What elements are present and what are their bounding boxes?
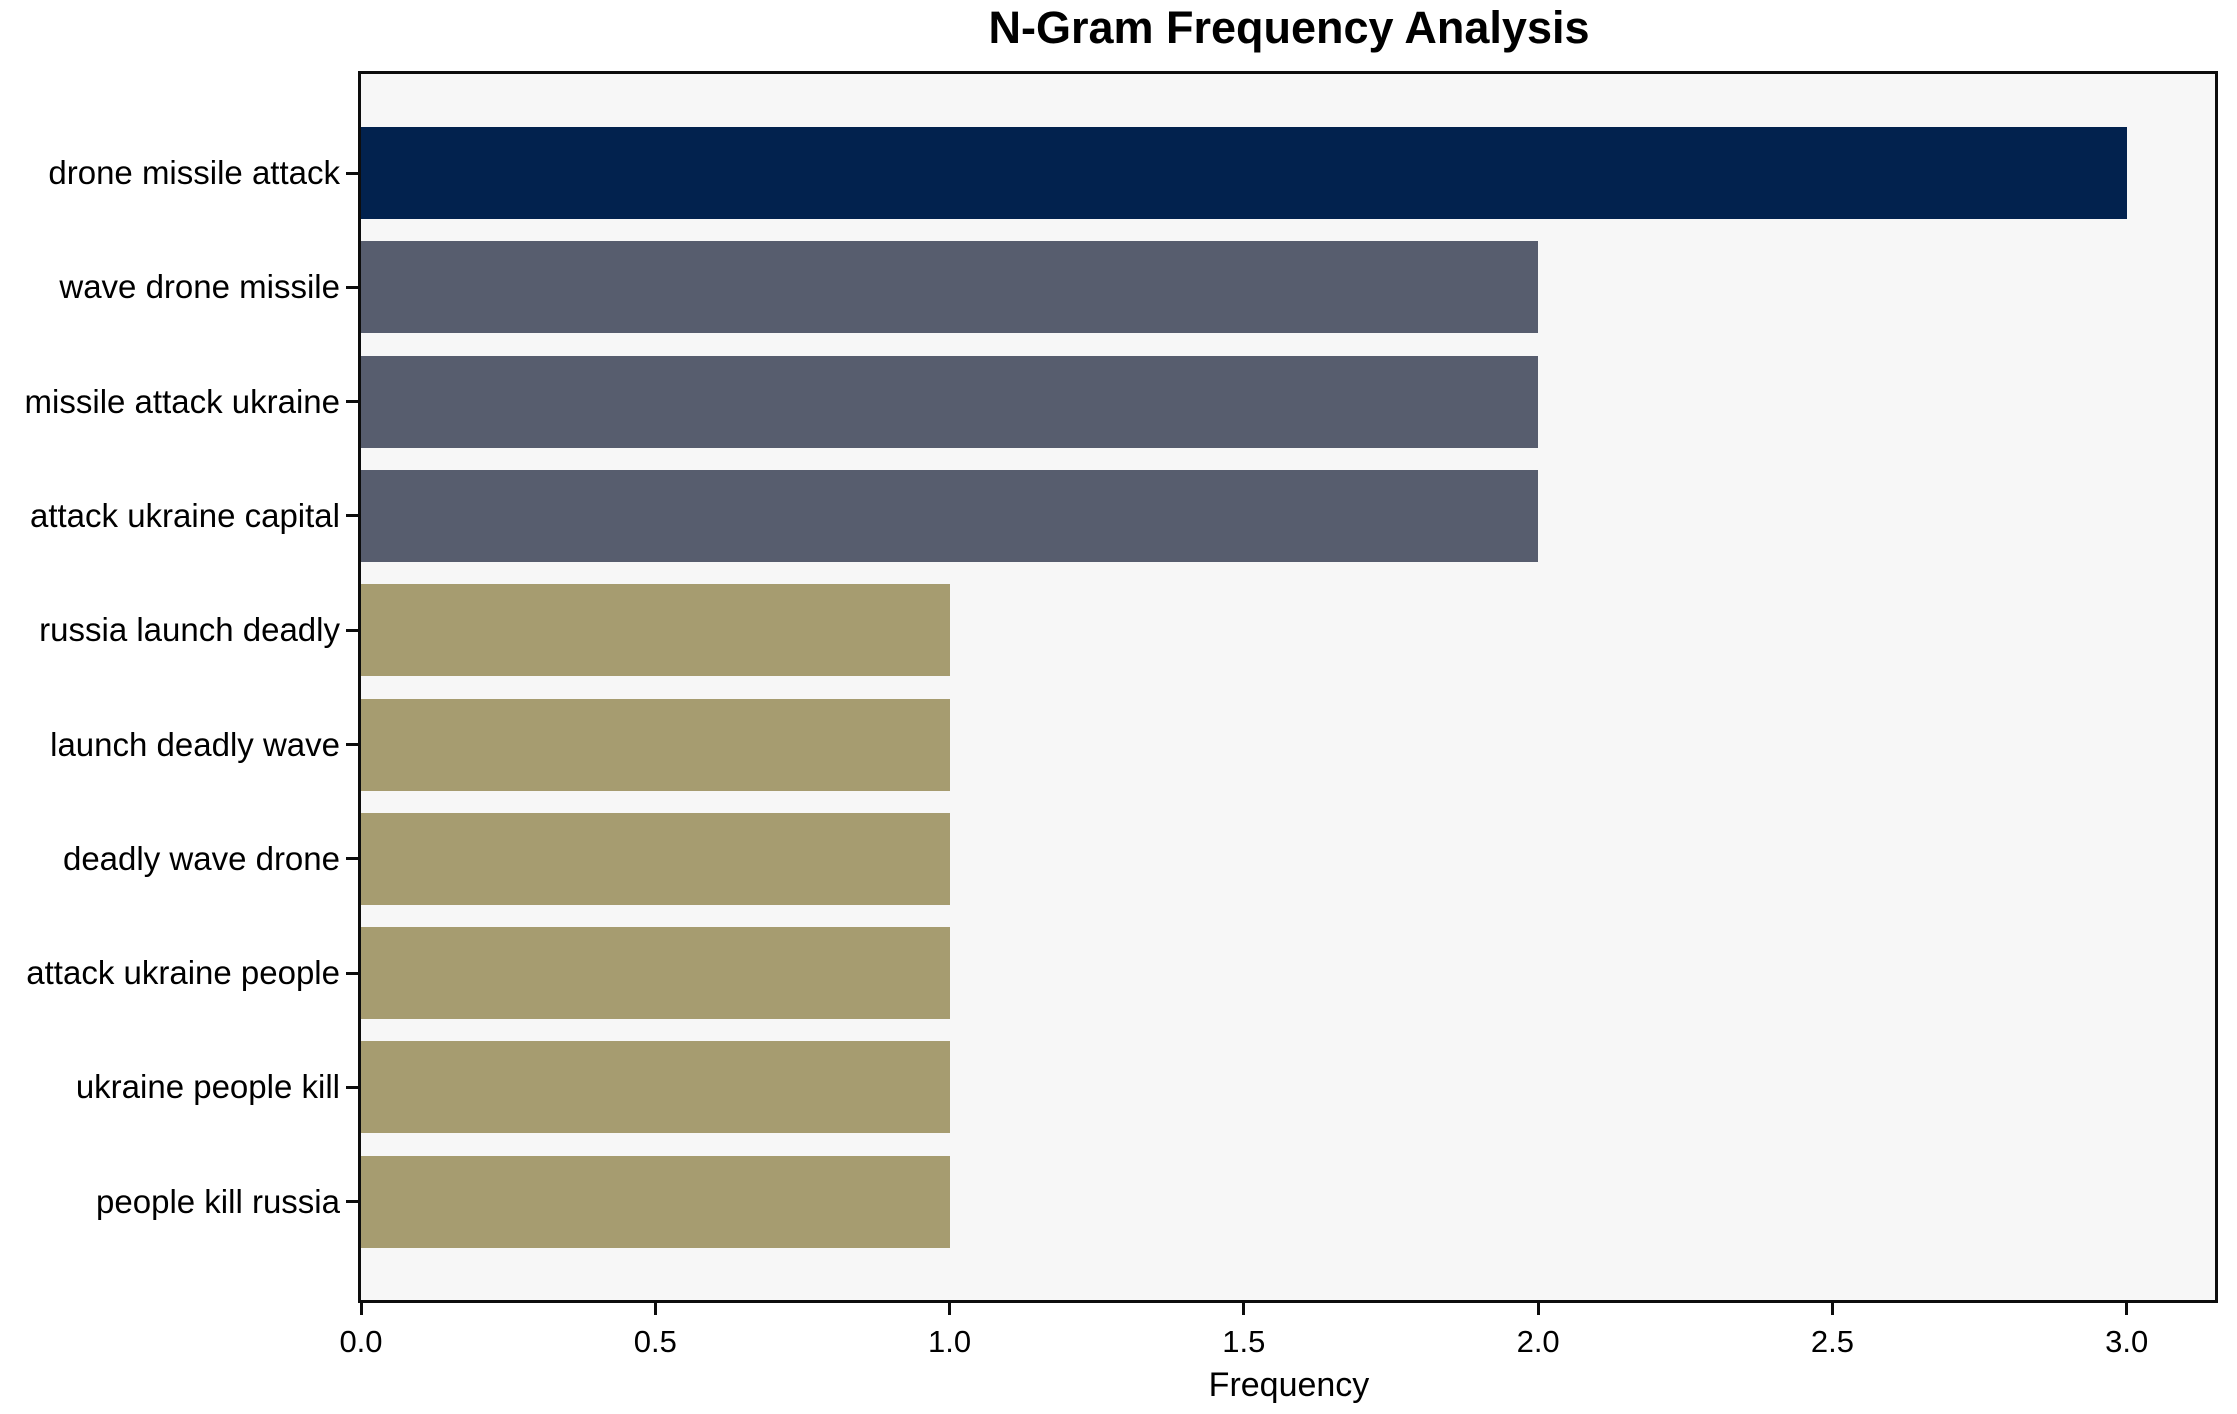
y-tick-label: deadly wave drone (62, 839, 340, 877)
y-tick-mark (346, 1200, 358, 1204)
y-tick-label: attack ukraine people (26, 954, 340, 992)
y-tick-mark (346, 285, 358, 289)
y-tick-mark (346, 1085, 358, 1089)
bar-ukraine-people-kill (361, 1041, 950, 1134)
y-tick-label: ukraine people kill (75, 1068, 340, 1106)
x-tick-label: 3.0 (2105, 1324, 2149, 1359)
y-tick-mark (346, 857, 358, 861)
y-tick-label: drone missile attack (48, 154, 340, 191)
chart-title: N-Gram Frequency Analysis (988, 2, 1590, 53)
x-tick-mark (359, 1303, 363, 1315)
bar-wave-drone-missile (361, 241, 1538, 334)
bar-launch-deadly-wave (361, 698, 950, 791)
y-tick-label: russia launch deadly (39, 611, 340, 649)
x-tick-label: 2.5 (1810, 1324, 1854, 1359)
x-tick-mark (948, 1303, 952, 1315)
x-tick-mark (1242, 1303, 1246, 1315)
x-tick-label: 2.0 (1516, 1324, 1560, 1359)
x-tick-label: 1.0 (928, 1324, 972, 1359)
y-tick-mark (346, 743, 358, 746)
y-tick-label: attack ukraine capital (29, 496, 340, 534)
y-tick-mark (346, 400, 358, 404)
x-tick-label: 0.0 (339, 1324, 383, 1359)
y-tick-mark (346, 971, 358, 975)
bar-russia-launch-deadly (361, 584, 950, 677)
y-tick-mark (346, 628, 358, 632)
bar-attack-ukraine-people (361, 927, 950, 1020)
bar-people-kill-russia (361, 1155, 950, 1248)
y-tick-label: wave drone missile (59, 268, 340, 306)
y-tick-mark (346, 514, 358, 518)
y-tick-mark (346, 171, 358, 175)
x-tick-label: 0.5 (633, 1324, 677, 1359)
bar-attack-ukraine-capital (361, 469, 1538, 562)
x-tick-mark (1830, 1303, 1834, 1315)
x-tick-mark (653, 1303, 657, 1315)
plot-area (358, 71, 2218, 1303)
x-axis-title: Frequency (1208, 1366, 1370, 1404)
bar-drone-missile-attack (361, 127, 2127, 219)
y-tick-label: missile attack ukraine (24, 382, 340, 420)
x-tick-label: 1.5 (1222, 1324, 1266, 1359)
y-tick-label: launch deadly wave (50, 725, 340, 763)
bar-missile-attack-ukraine (361, 355, 1538, 448)
x-tick-mark (2125, 1303, 2129, 1315)
bar-deadly-wave-drone (361, 812, 950, 905)
x-tick-mark (1536, 1303, 1540, 1315)
y-tick-label: people kill russia (96, 1182, 340, 1220)
